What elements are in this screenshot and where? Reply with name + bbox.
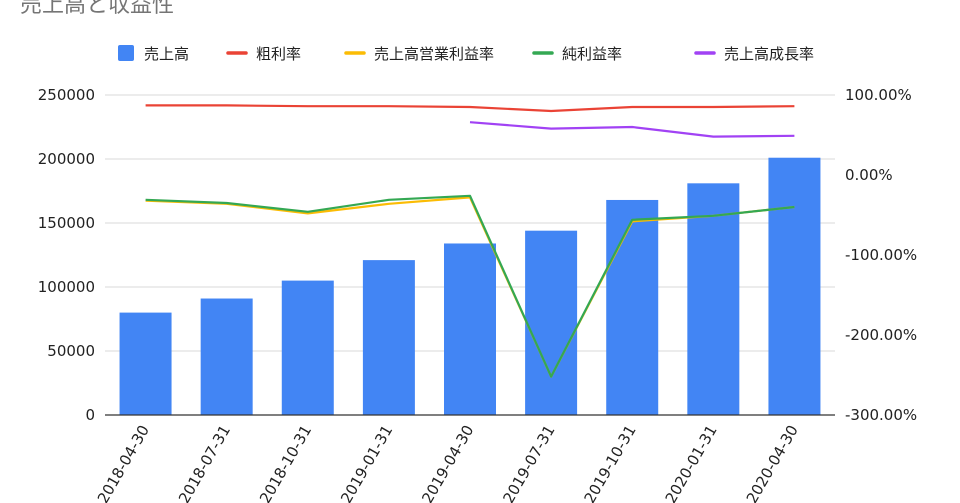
legend: 売上高 粗利率 売上高営業利益率 純利益率 売上高成長率 — [118, 45, 814, 63]
right-tick-label: -100.00% — [845, 246, 917, 264]
left-tick-label: 200000 — [38, 150, 95, 168]
right-tick-label: -200.00% — [845, 326, 917, 344]
bar — [362, 260, 415, 415]
series-line — [469, 121, 795, 138]
left-tick-label: 50000 — [47, 342, 95, 360]
left-tick-label: 150000 — [38, 214, 95, 232]
x-tick-label: 2019-07-31 — [499, 422, 558, 503]
bar — [525, 230, 578, 415]
bar — [444, 243, 496, 415]
legend-label: 売上高営業利益率 — [374, 45, 494, 63]
x-tick-label: 2019-01-31 — [337, 422, 396, 503]
x-tick-label: 2020-01-31 — [662, 422, 721, 503]
bar — [281, 280, 334, 415]
bar — [606, 199, 659, 415]
legend-label: 売上高 — [144, 45, 189, 63]
bar — [200, 298, 253, 415]
chart-title: 売上高と収益性 — [20, 0, 174, 18]
x-tick-label: 2018-04-30 — [94, 422, 153, 503]
left-tick-label: 0 — [85, 406, 95, 424]
legend-swatch — [118, 45, 134, 61]
x-tick-label: 2019-10-31 — [581, 422, 640, 503]
left-tick-label: 100000 — [38, 278, 95, 296]
legend-label: 純利益率 — [562, 45, 622, 63]
legend-label: 粗利率 — [256, 45, 301, 63]
x-tick-label: 2018-10-31 — [256, 422, 315, 503]
x-tick-label: 2018-07-31 — [175, 422, 234, 503]
left-tick-label: 250000 — [38, 86, 95, 104]
bar — [687, 183, 740, 415]
x-tick-label: 2020-04-30 — [743, 422, 802, 503]
right-tick-label: -300.00% — [845, 406, 917, 424]
right-tick-label: 0.00% — [845, 166, 893, 184]
x-tick-label: 2019-04-30 — [418, 422, 477, 503]
right-tick-label: 100.00% — [845, 86, 912, 104]
bar — [119, 312, 172, 415]
legend-label: 売上高成長率 — [724, 45, 814, 63]
bar — [768, 157, 821, 415]
series-lines — [145, 104, 795, 378]
bars — [119, 157, 821, 415]
series-line — [145, 104, 795, 113]
series-line — [145, 194, 795, 378]
